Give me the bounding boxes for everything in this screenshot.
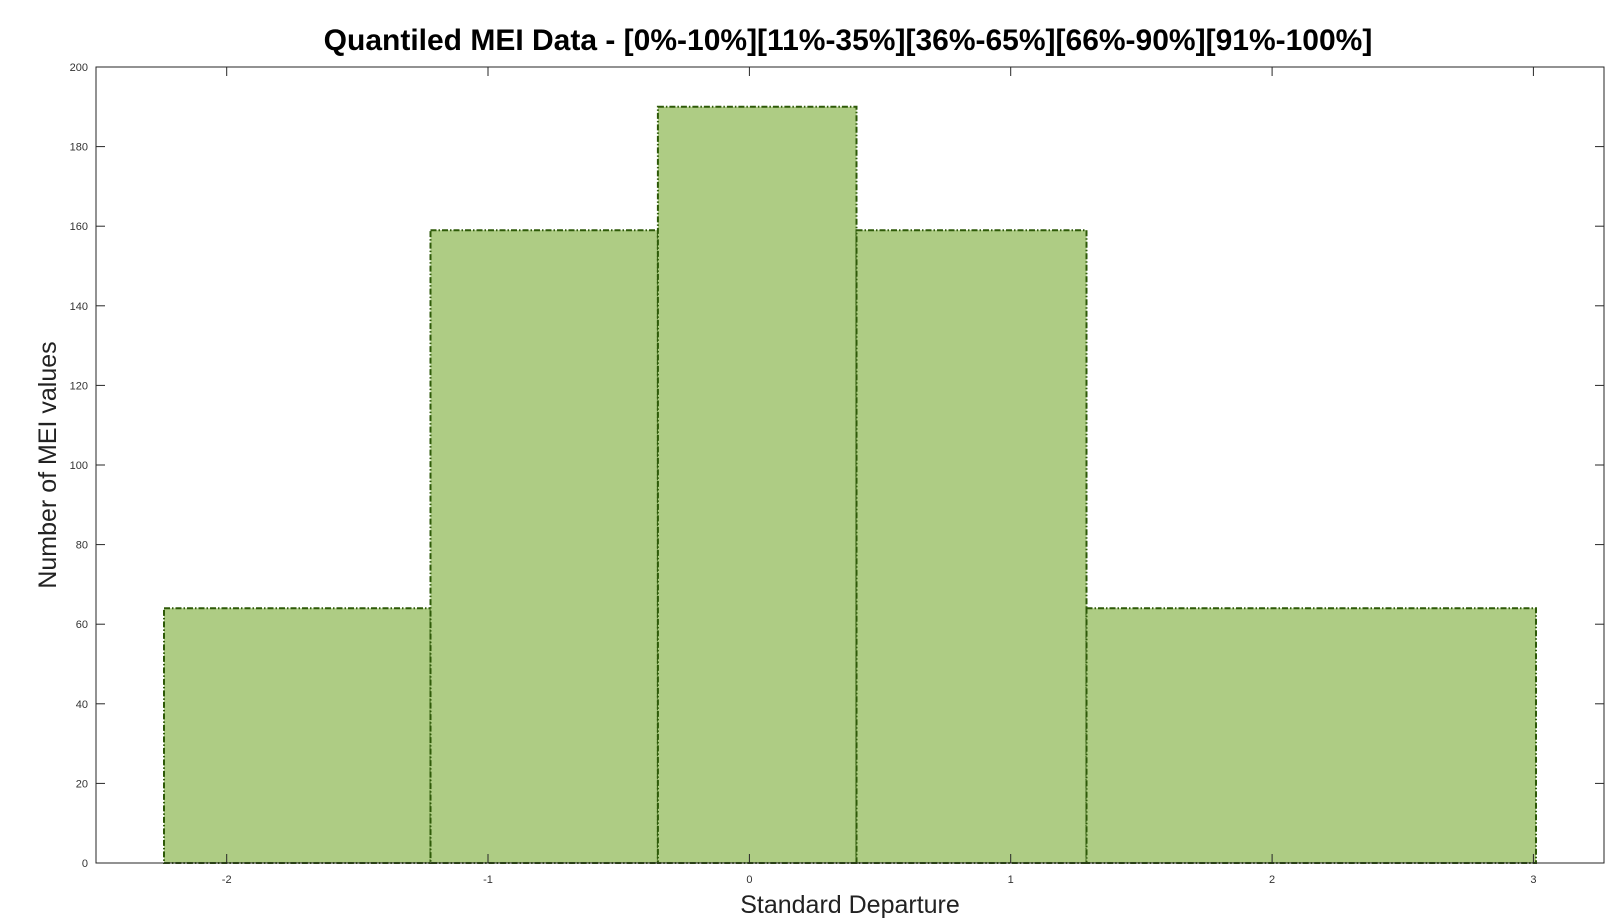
y-tick-label-180: 180 bbox=[70, 142, 88, 154]
histogram-bar-1 bbox=[163, 607, 432, 864]
y-tick-label-80: 80 bbox=[76, 540, 88, 552]
histogram-bar-2 bbox=[429, 229, 659, 864]
x-tick-label-2: 2 bbox=[1269, 874, 1275, 886]
y-tick-label-140: 140 bbox=[70, 301, 88, 313]
y-tick-label-100: 100 bbox=[70, 460, 88, 472]
y-tick-label-60: 60 bbox=[76, 619, 88, 631]
x-axis-title: Standard Departure bbox=[740, 891, 960, 919]
x-tick-label--1: -1 bbox=[483, 874, 493, 886]
x-tick-label-3: 3 bbox=[1530, 874, 1536, 886]
y-tick-label-20: 20 bbox=[76, 778, 88, 790]
histogram-bar-4 bbox=[855, 229, 1088, 864]
histogram-bar-3 bbox=[656, 105, 858, 865]
chart-title: Quantiled MEI Data - [0%-10%][11%-35%][3… bbox=[324, 24, 1373, 57]
y-tick-label-0: 0 bbox=[82, 858, 88, 870]
y-tick-label-160: 160 bbox=[70, 221, 88, 233]
y-axis-title: Number of MEI values bbox=[34, 341, 62, 588]
x-tick-label--2: -2 bbox=[222, 874, 232, 886]
ticks-layer: -2 -1 0 1 2 3 0 20 40 60 80 100 120 140 160 180 200 bbox=[70, 62, 1604, 886]
y-tick-label-200: 200 bbox=[70, 62, 88, 74]
y-tick-label-120: 120 bbox=[70, 380, 88, 392]
x-tick-label-0: 0 bbox=[746, 874, 752, 886]
x-tick-label-1: 1 bbox=[1008, 874, 1014, 886]
histogram-bar-5 bbox=[1085, 607, 1537, 864]
bars-layer bbox=[163, 105, 1537, 865]
y-tick-label-40: 40 bbox=[76, 699, 88, 711]
